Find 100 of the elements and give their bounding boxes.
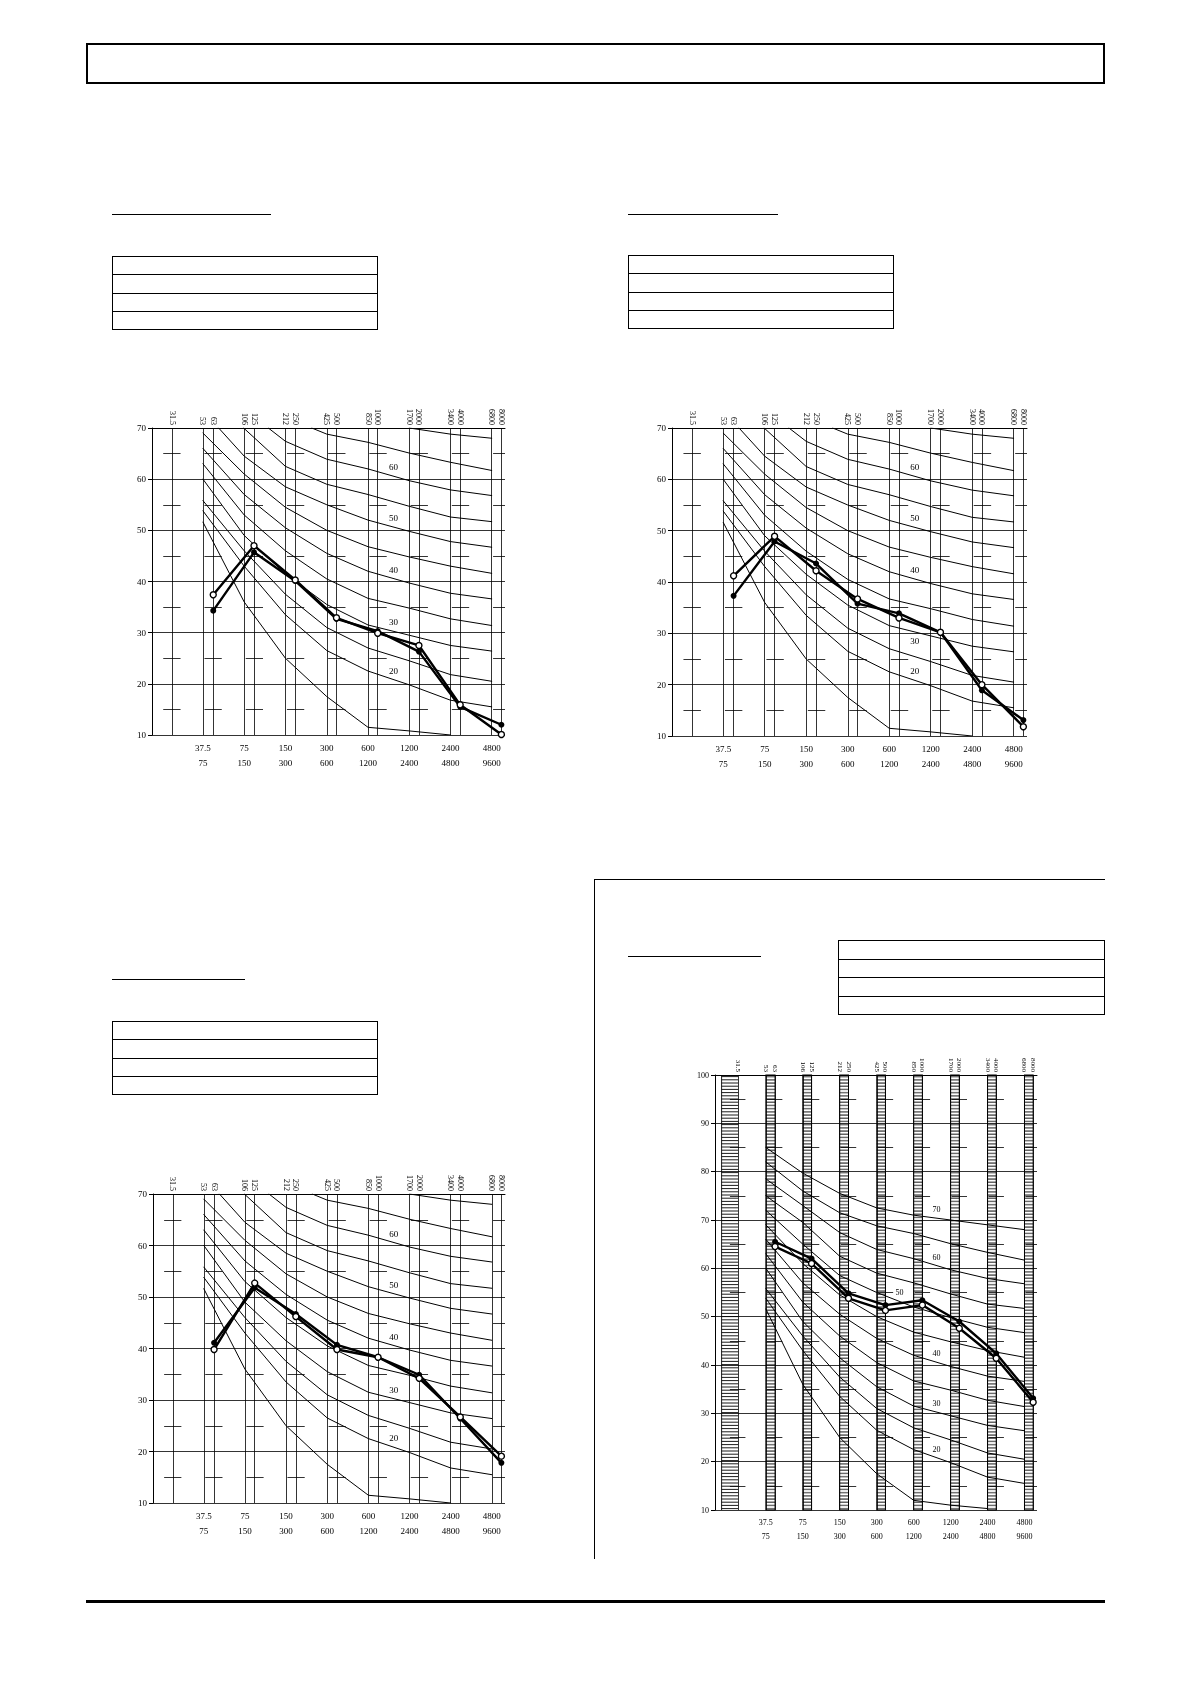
x-tick-label: 250 bbox=[811, 413, 821, 425]
text: 2400 4800 bbox=[441, 742, 460, 768]
x-tick-label: 106 bbox=[239, 413, 249, 425]
x-tick-label: 106 bbox=[240, 1179, 250, 1191]
series-label: 40 bbox=[389, 1331, 399, 1342]
text: 300 600 bbox=[870, 1517, 883, 1541]
x-tick-label: 6800 bbox=[487, 1175, 497, 1191]
x-tick-label: 1700 bbox=[404, 409, 414, 425]
y-tick-label: 70 bbox=[138, 1189, 148, 1199]
x-tick-label: 2000 bbox=[935, 409, 945, 425]
x-tick-label: 212 bbox=[281, 1179, 291, 1191]
x-tick-label: 250 bbox=[291, 1179, 301, 1191]
y-tick-label: 80 bbox=[701, 1167, 709, 1177]
x-tick-label: 125 bbox=[249, 413, 259, 425]
text: 75 150 bbox=[238, 1510, 253, 1536]
y-tick-label: 70 bbox=[701, 1215, 709, 1225]
y-tick-label: 50 bbox=[701, 1312, 709, 1322]
text: 4800 9600 bbox=[482, 1510, 502, 1536]
text: 75 150 bbox=[237, 742, 252, 768]
text: 150 300 bbox=[279, 1510, 294, 1536]
y-tick-label: 10 bbox=[657, 731, 667, 741]
x-tick-label: 500 bbox=[332, 1179, 342, 1191]
x-tick-label: 1000 bbox=[373, 409, 383, 425]
text: 4800 9600 bbox=[482, 742, 502, 768]
x-tick-label: 212 bbox=[801, 413, 811, 425]
series-label: 50 bbox=[895, 1288, 904, 1298]
text: 1200 2400 bbox=[400, 1510, 420, 1536]
x-tick-label: 6800 bbox=[487, 409, 497, 425]
text: 4800 9600 bbox=[1004, 743, 1024, 769]
x-tick-label: 31.5 bbox=[167, 411, 177, 425]
text: 2400 4800 bbox=[441, 1510, 461, 1536]
y-tick-label: 60 bbox=[701, 1263, 709, 1273]
y-tick-label: 60 bbox=[138, 1240, 148, 1251]
y-tick-label: 100 bbox=[697, 1070, 709, 1080]
y-tick-label: 30 bbox=[657, 628, 667, 639]
series-label: 30 bbox=[932, 1399, 941, 1409]
text: 600 1200 bbox=[359, 742, 378, 768]
series-label: 20 bbox=[910, 666, 920, 677]
x-tick-label: 425 bbox=[843, 413, 853, 425]
y-tick-label: 30 bbox=[138, 1395, 148, 1405]
text: 300 600 bbox=[320, 742, 335, 768]
series-label: 50 bbox=[389, 1279, 399, 1290]
x-tick-label: 4000 bbox=[977, 409, 987, 425]
y-tick-label: 30 bbox=[137, 627, 147, 638]
y-tick-label: 50 bbox=[138, 1292, 148, 1302]
x-tick-label: 212 bbox=[280, 413, 290, 425]
x-tick-label: 106 bbox=[760, 413, 770, 425]
series-label: 70 bbox=[932, 1205, 941, 1215]
series-label: 60 bbox=[910, 462, 920, 473]
x-tick-label: 53 bbox=[198, 417, 208, 425]
y-tick-label: 50 bbox=[657, 525, 667, 536]
y-tick-label: 40 bbox=[137, 576, 147, 587]
text: 300 600 bbox=[841, 743, 856, 769]
x-tick-label: 1700 bbox=[926, 409, 936, 425]
x-tick-label: 8000 bbox=[496, 409, 506, 425]
x-tick-label: 6800 bbox=[1009, 409, 1019, 425]
text: 2400 4800 bbox=[979, 1517, 996, 1541]
x-tick-label: 250 bbox=[290, 413, 300, 425]
x-tick-label: 425 bbox=[322, 1179, 332, 1191]
x-tick-label: 425 bbox=[322, 413, 332, 425]
text: 1200 2400 bbox=[921, 743, 941, 769]
x-tick-label: 1700 bbox=[405, 1175, 415, 1191]
y-tick-label: 40 bbox=[701, 1360, 709, 1370]
text: 37.5 75 bbox=[195, 742, 212, 768]
x-tick-label: 1000 bbox=[894, 409, 904, 425]
y-tick-label: 20 bbox=[657, 679, 667, 690]
text: 150 300 bbox=[278, 742, 293, 768]
series-label: 20 bbox=[932, 1444, 941, 1454]
x-tick-label: 500 bbox=[331, 413, 341, 425]
x-tick-label: 63 bbox=[729, 417, 739, 425]
x-tick-label: 8000 bbox=[1018, 409, 1028, 425]
y-tick-label: 90 bbox=[701, 1118, 709, 1128]
series-label: 20 bbox=[388, 665, 399, 676]
text: 1200 2400 bbox=[942, 1517, 959, 1541]
text: 600 1200 bbox=[359, 1510, 378, 1536]
x-tick-label: 3400 bbox=[445, 409, 455, 425]
x-tick-label: 53 bbox=[718, 417, 728, 425]
text: 75 150 bbox=[757, 743, 772, 769]
series-label: 60 bbox=[388, 462, 399, 473]
text: 150 300 bbox=[799, 743, 814, 769]
y-tick-label: 20 bbox=[701, 1457, 709, 1467]
x-tick-label: 1000 bbox=[373, 1175, 383, 1191]
x-tick-label: 2000 bbox=[414, 409, 424, 425]
series-label: 60 bbox=[932, 1252, 941, 1262]
text: 4800 9600 bbox=[1016, 1517, 1033, 1541]
x-tick-label: 63 bbox=[208, 417, 218, 425]
x-tick-label: 125 bbox=[770, 413, 780, 425]
y-tick-label: 10 bbox=[138, 1498, 148, 1508]
y-tick-label: 30 bbox=[701, 1408, 709, 1418]
y-tick-label: 70 bbox=[137, 423, 147, 433]
series-label: 40 bbox=[932, 1349, 941, 1359]
x-tick-label: 4000 bbox=[455, 409, 465, 425]
x-tick-label: 3400 bbox=[967, 409, 977, 425]
series-label: 20 bbox=[389, 1433, 399, 1444]
series-label: 30 bbox=[910, 635, 920, 646]
x-tick-label: 53 bbox=[199, 1183, 209, 1191]
y-tick-label: 20 bbox=[137, 678, 147, 689]
text: 75 150 bbox=[796, 1517, 809, 1541]
x-tick-label: 63 bbox=[209, 1183, 219, 1191]
text: 37.5 75 bbox=[758, 1517, 773, 1541]
